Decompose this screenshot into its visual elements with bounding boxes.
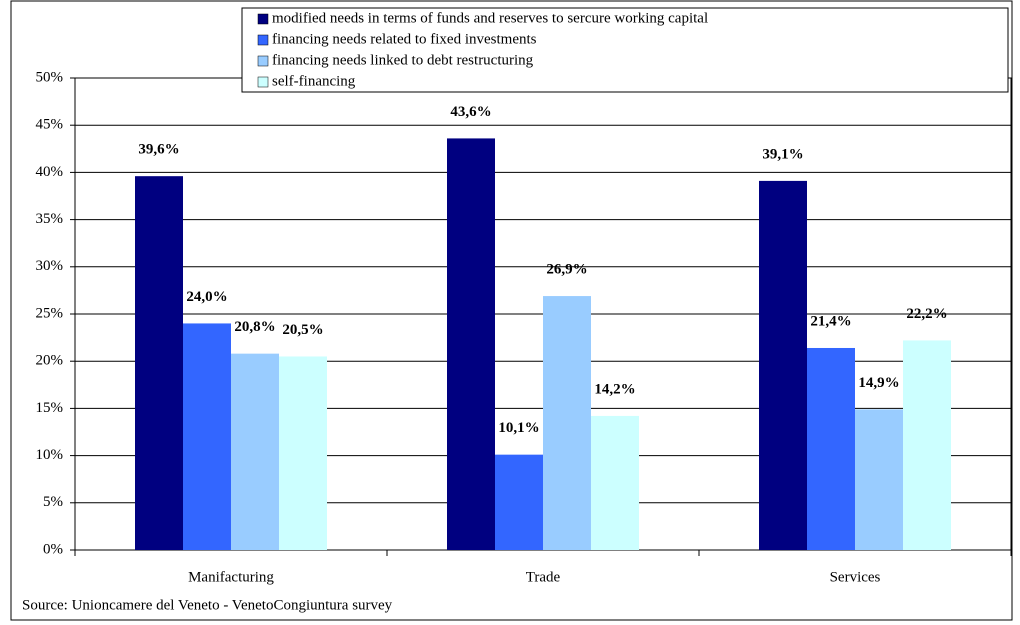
x-tick-label: Trade [526, 569, 561, 585]
y-tick-label: 0% [43, 541, 63, 557]
legend-swatch [257, 13, 269, 25]
legend-label: financing needs related to fixed investm… [272, 31, 537, 47]
data-label: 14,9% [858, 375, 899, 391]
bar [279, 356, 327, 550]
data-label: 24,0% [186, 289, 227, 305]
y-tick-label: 10% [36, 447, 64, 463]
y-tick-label: 40% [36, 164, 64, 180]
legend-label: self-financing [272, 73, 356, 89]
legend-label: modified needs in terms of funds and res… [272, 10, 708, 26]
y-tick-label: 5% [43, 494, 63, 510]
y-tick-label: 35% [36, 211, 64, 227]
legend-label: financing needs linked to debt restructu… [272, 52, 534, 68]
legend-box [241, 7, 1009, 93]
data-label: 43,6% [450, 104, 491, 120]
bar [135, 176, 183, 550]
y-tick-label: 25% [36, 305, 64, 321]
legend-swatch [257, 55, 269, 67]
data-label: 22,2% [906, 306, 947, 322]
bar [495, 454, 543, 550]
y-tick-label: 20% [36, 353, 64, 369]
source-note: Source: Unioncamere del Veneto - VenetoC… [22, 597, 393, 613]
bar [903, 340, 951, 550]
x-tick-label: Manifacturing [188, 569, 274, 585]
x-tick-label: Services [830, 569, 881, 585]
bar [855, 409, 903, 550]
bar [447, 138, 495, 550]
bar [231, 353, 279, 550]
legend-swatch [257, 76, 269, 88]
data-label: 20,8% [234, 319, 275, 335]
legend-swatch [257, 34, 269, 46]
data-label: 20,5% [282, 322, 323, 338]
y-tick-label: 45% [36, 117, 64, 133]
bar [807, 347, 855, 550]
bar [183, 323, 231, 550]
bar [543, 296, 591, 550]
data-label: 14,2% [594, 381, 635, 397]
data-label: 26,9% [546, 262, 587, 278]
bar [591, 415, 639, 550]
data-label: 21,4% [810, 313, 851, 329]
y-tick-label: 50% [36, 69, 64, 85]
y-tick-label: 15% [36, 400, 64, 416]
bar [759, 180, 807, 550]
data-label: 39,6% [138, 142, 179, 158]
y-tick-label: 30% [36, 258, 64, 274]
data-label: 39,1% [762, 146, 803, 162]
data-label: 10,1% [498, 420, 539, 436]
